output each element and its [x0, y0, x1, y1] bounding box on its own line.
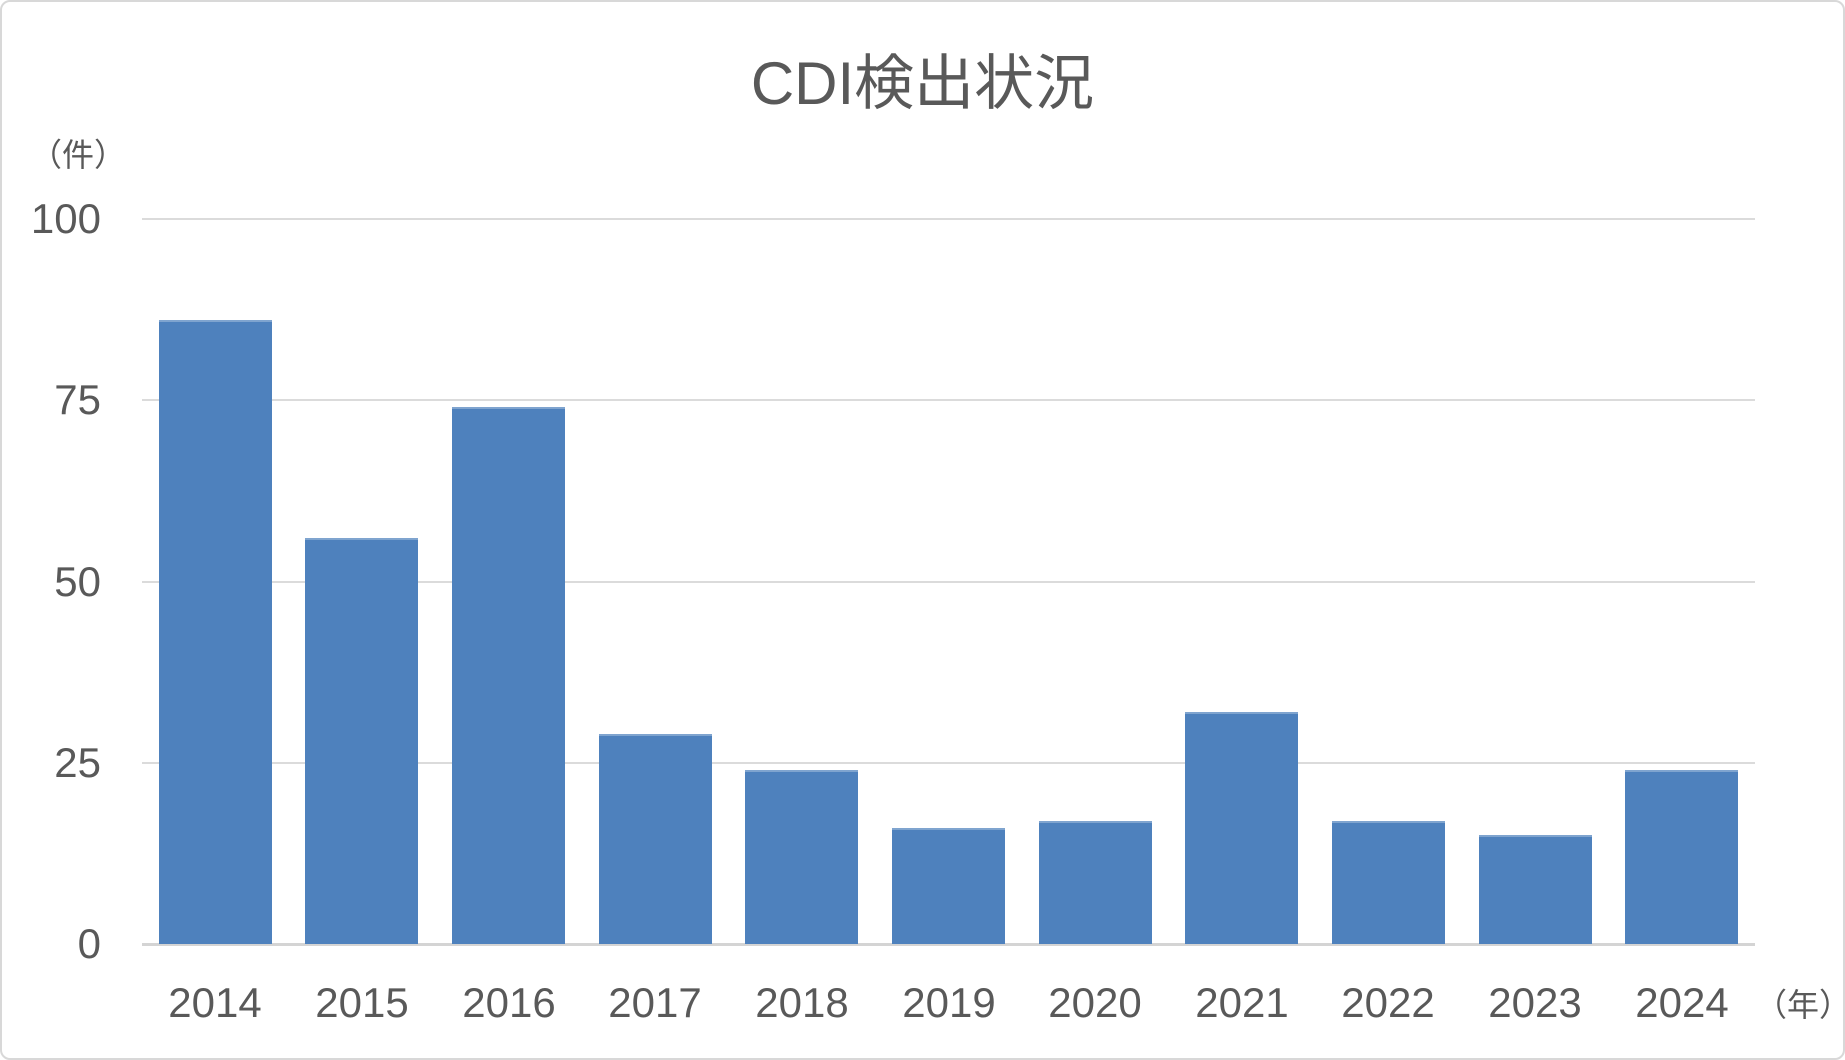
x-tick-label-2024: 2024 — [1635, 979, 1729, 1026]
bar-2024 — [1625, 770, 1738, 944]
bar-2014 — [159, 320, 272, 944]
y-tick-label-0: 0 — [77, 920, 101, 967]
x-tick-label-2016: 2016 — [462, 979, 556, 1026]
bar-2020 — [1039, 821, 1152, 944]
x-tick-label-2020: 2020 — [1048, 979, 1142, 1026]
x-tick-label-2021: 2021 — [1195, 979, 1289, 1026]
x-tick-label-2014: 2014 — [168, 979, 262, 1026]
gridline-25 — [142, 762, 1755, 764]
x-axis-line — [142, 943, 1755, 946]
y-tick-label-100: 100 — [30, 195, 101, 242]
y-tick-label-50: 50 — [54, 558, 101, 605]
bar-2015 — [305, 538, 418, 944]
bar-2017 — [599, 734, 712, 944]
plot-area — [142, 218, 1755, 946]
gridline-75 — [142, 399, 1755, 401]
chart-title: CDI検出状況 — [750, 50, 1095, 117]
x-tick-label-2019: 2019 — [902, 979, 996, 1026]
bar-2016 — [452, 407, 565, 944]
x-tick-label-2018: 2018 — [755, 979, 849, 1026]
gridline-50 — [142, 581, 1755, 583]
x-tick-label-2017: 2017 — [608, 979, 702, 1026]
y-tick-label-25: 25 — [54, 739, 101, 786]
bar-2022 — [1332, 821, 1445, 944]
gridline-100 — [142, 218, 1755, 220]
x-tick-label-2015: 2015 — [315, 979, 409, 1026]
bar-2021 — [1185, 712, 1298, 944]
x-axis-unit-label: （年） — [1755, 987, 1845, 1023]
y-tick-label-75: 75 — [54, 376, 101, 423]
x-tick-label-2022: 2022 — [1341, 979, 1435, 1026]
y-axis-unit-label: （件） — [30, 137, 127, 173]
bar-2018 — [745, 770, 858, 944]
x-tick-label-2023: 2023 — [1488, 979, 1582, 1026]
bar-2023 — [1479, 835, 1592, 944]
bar-2019 — [892, 828, 1005, 944]
